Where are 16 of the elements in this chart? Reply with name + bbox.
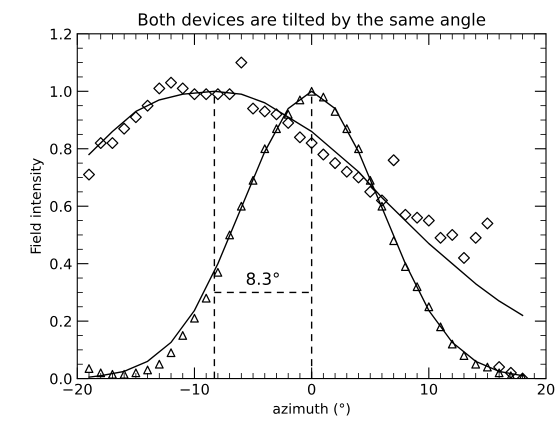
y-tick-label: 0.2 [50, 316, 71, 327]
y-tick-label: 0.8 [50, 143, 72, 155]
x-tick-label: −10 [180, 384, 209, 395]
x-tick-label: 20 [538, 384, 554, 395]
y-tick-label: 0.6 [50, 200, 72, 212]
y-tick-label: 1.0 [50, 86, 72, 98]
annotation: 8.3° [246, 272, 279, 286]
y-tick-label: 0.4 [50, 258, 72, 270]
x-tick-label: 10 [421, 384, 438, 395]
x-tick-label: 0 [308, 384, 316, 395]
y-tick-label: 0.0 [50, 373, 72, 384]
x-axis-title: azimuth (°) [273, 403, 350, 416]
chart-title: Both devices are tilted by the same angle [138, 12, 486, 29]
x-tick-label: −20 [63, 384, 92, 395]
y-axis-title: Field intensity [30, 158, 44, 254]
y-tick-label: 1.2 [50, 28, 71, 40]
